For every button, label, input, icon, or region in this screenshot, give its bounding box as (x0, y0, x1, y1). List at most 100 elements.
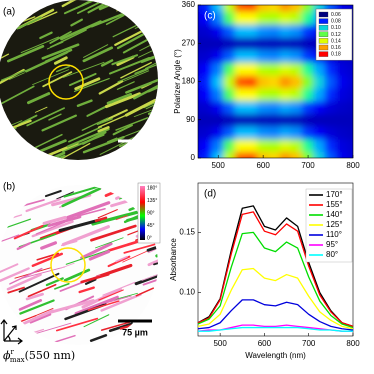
streak (16, 242, 31, 251)
streak (41, 114, 77, 132)
scale-bar-label: 75 µm (122, 327, 148, 337)
cell (200, 23, 214, 38)
streak (100, 321, 131, 331)
colorbar-label: 0.06 (331, 12, 341, 18)
streak (152, 134, 158, 153)
cell (212, 125, 225, 140)
cell (245, 87, 259, 102)
cell (268, 61, 281, 76)
cell (223, 87, 236, 102)
streak (74, 77, 101, 91)
cell (290, 10, 303, 25)
cell (268, 49, 281, 63)
cell (290, 61, 303, 76)
streak (44, 48, 73, 63)
streak (33, 322, 72, 335)
streak (134, 270, 158, 286)
streak (0, 127, 17, 148)
cell (257, 23, 270, 38)
streak (147, 246, 158, 267)
streak (144, 0, 158, 8)
streak (94, 216, 108, 223)
panel-label: (a) (3, 7, 15, 18)
cell (257, 49, 270, 63)
streak (76, 99, 93, 107)
cell (313, 5, 326, 12)
streak (115, 215, 128, 221)
streak (25, 198, 62, 213)
cell (324, 5, 337, 12)
legend-label: 80° (326, 250, 338, 259)
colorbar-label: 45° (147, 223, 155, 229)
cell (290, 49, 303, 63)
cell (234, 10, 247, 25)
cell (324, 112, 337, 127)
cell (200, 5, 214, 12)
streak (143, 124, 158, 139)
streak (75, 348, 109, 361)
cell (346, 138, 353, 153)
cell (279, 49, 292, 63)
y-tick-label: 360 (182, 0, 196, 9)
cell (335, 125, 348, 140)
streak (42, 71, 73, 88)
cell (279, 151, 292, 158)
streak (166, 165, 207, 179)
cell (234, 5, 247, 12)
cell (223, 49, 236, 63)
cell (200, 49, 214, 63)
streak (12, 171, 33, 179)
x-tick-label: 800 (346, 339, 360, 348)
cell (257, 138, 270, 153)
streak (53, 56, 68, 65)
streak (166, 16, 175, 21)
cell (212, 61, 225, 76)
cell (335, 74, 348, 89)
cell (200, 151, 214, 158)
cell (335, 61, 348, 76)
streak (117, 68, 149, 83)
cell (268, 5, 281, 12)
streak (80, 273, 110, 284)
cell (234, 87, 247, 102)
streak (7, 286, 25, 294)
streak (145, 342, 158, 345)
cell (200, 10, 214, 25)
cell (268, 125, 281, 140)
streak (146, 0, 158, 4)
cell (198, 87, 202, 102)
caption-rest: (550 nm) (25, 349, 76, 362)
cell (212, 5, 225, 12)
series-line (197, 211, 354, 327)
y-axis-label: Absorbance (169, 238, 178, 281)
streak (20, 168, 47, 180)
streak (49, 158, 81, 171)
legend-label: 125° (326, 220, 343, 229)
x-tick-label: 500 (212, 161, 226, 170)
cell (198, 5, 202, 12)
streak (104, 92, 142, 109)
cell (301, 151, 315, 158)
cell (290, 138, 303, 153)
panel-label: (c) (204, 11, 216, 22)
cell (257, 112, 270, 127)
cell (234, 125, 247, 140)
streak (134, 19, 157, 29)
x-tick-label: 700 (302, 339, 316, 348)
cell (223, 125, 236, 140)
cell (234, 112, 247, 127)
streak (54, 282, 70, 290)
streak (131, 8, 145, 16)
cell (313, 61, 326, 76)
streak (27, 283, 57, 298)
streak (78, 286, 95, 294)
streak (107, 255, 131, 268)
streak (87, 3, 105, 14)
streak (61, 225, 110, 247)
streak (22, 164, 34, 169)
streak (9, 72, 25, 80)
cell (200, 100, 214, 114)
cell (290, 5, 303, 12)
streak (14, 156, 54, 160)
cell (245, 125, 259, 140)
